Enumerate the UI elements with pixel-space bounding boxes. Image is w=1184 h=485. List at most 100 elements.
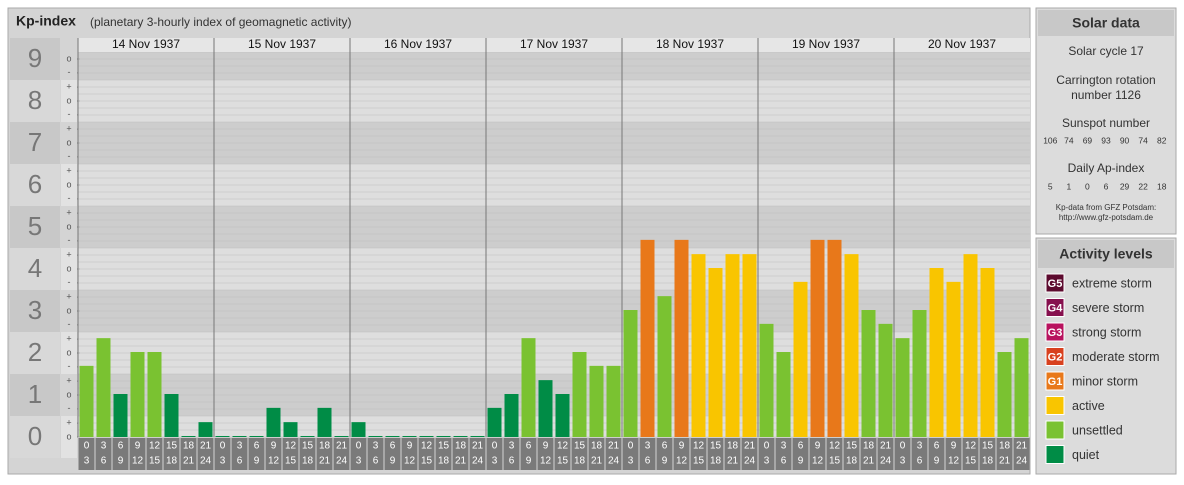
legend-name: quiet	[1072, 448, 1100, 462]
interval-cell	[605, 438, 622, 470]
interval-start: 6	[798, 441, 804, 452]
carrington: Carrington rotation	[1056, 73, 1155, 87]
bar	[470, 436, 485, 437]
bar	[776, 352, 791, 437]
legend-name: strong storm	[1072, 325, 1141, 339]
interval-end: 3	[84, 456, 90, 467]
minor-band	[61, 332, 77, 374]
bar	[504, 394, 519, 437]
interval-cell	[622, 438, 639, 470]
interval-start: 12	[285, 441, 297, 452]
label-band	[10, 38, 60, 80]
interval-end: 6	[645, 456, 651, 467]
interval-cell	[367, 438, 384, 470]
interval-cell	[843, 438, 860, 470]
interval-start: 18	[863, 441, 875, 452]
interval-cell	[690, 438, 707, 470]
bar	[946, 281, 961, 437]
interval-cell	[758, 438, 775, 470]
label-band	[10, 80, 60, 122]
interval-start: 3	[645, 441, 651, 452]
interval-cell	[401, 438, 418, 470]
bar	[521, 338, 536, 437]
interval-cell	[775, 438, 792, 470]
interval-start: 6	[254, 441, 260, 452]
interval-cell	[656, 438, 673, 470]
bar	[640, 239, 655, 437]
interval-cell	[962, 438, 979, 470]
bar	[861, 310, 876, 437]
interval-cell	[503, 438, 520, 470]
interval-cell	[333, 438, 350, 470]
bar	[368, 436, 383, 437]
source: http://www.gfz-potsdam.de	[1059, 213, 1154, 222]
ap-value: 5	[1048, 181, 1053, 191]
interval-start: 3	[237, 441, 243, 452]
interval-start: 0	[628, 441, 634, 452]
label-band	[10, 416, 60, 458]
interval-start: 9	[135, 441, 141, 452]
y-minor-label: -	[68, 151, 71, 161]
interval-start: 12	[965, 441, 977, 452]
interval-start: 18	[455, 441, 467, 452]
bar	[266, 407, 281, 437]
interval-start: 21	[200, 441, 212, 452]
bar	[419, 436, 434, 437]
label-band	[10, 374, 60, 416]
chart-title: Kp-index	[16, 13, 76, 29]
interval-cell	[316, 438, 333, 470]
interval-start: 15	[846, 441, 858, 452]
interval-start: 9	[271, 441, 277, 452]
y-minor-label: o	[66, 179, 71, 189]
label-band	[10, 122, 60, 164]
interval-cell	[945, 438, 962, 470]
interval-end: 12	[268, 456, 280, 467]
y-minor-label: +	[66, 334, 71, 344]
legend-name: active	[1072, 399, 1105, 413]
minor-band	[61, 248, 77, 290]
legend-name: severe storm	[1072, 301, 1144, 315]
y-tick-label: 7	[28, 127, 42, 157]
sunspots-value: 74	[1064, 135, 1074, 145]
minor-band	[61, 80, 77, 122]
y-tick-label: 6	[28, 169, 42, 199]
interval-start: 0	[764, 441, 770, 452]
interval-end: 6	[237, 456, 243, 467]
interval-end: 24	[472, 456, 484, 467]
carrington: number 1126	[1071, 88, 1141, 102]
bar	[232, 436, 247, 437]
y-tick-label: 2	[28, 337, 42, 367]
interval-end: 24	[200, 456, 212, 467]
bar	[487, 407, 502, 437]
day-label: 14 Nov 1937	[112, 37, 180, 51]
interval-start: 0	[84, 441, 90, 452]
sunspots-value: 74	[1138, 135, 1148, 145]
y-minor-label: o	[66, 263, 71, 273]
interval-cell	[809, 438, 826, 470]
interval-start: 21	[1016, 441, 1028, 452]
interval-start: 9	[543, 441, 549, 452]
interval-cell	[588, 438, 605, 470]
interval-end: 3	[900, 456, 906, 467]
day-label: 16 Nov 1937	[384, 37, 452, 51]
interval-cell	[384, 438, 401, 470]
y-tick-label: 4	[28, 253, 42, 283]
bar	[623, 310, 638, 437]
interval-end: 15	[693, 456, 705, 467]
interval-end: 21	[727, 456, 739, 467]
solar-panel	[1035, 7, 1177, 235]
interval-cell	[146, 438, 163, 470]
interval-start: 21	[336, 441, 348, 452]
interval-cell	[78, 438, 95, 470]
bar	[810, 239, 825, 437]
bar	[334, 436, 349, 437]
bar	[997, 352, 1012, 437]
interval-cell	[741, 438, 758, 470]
bar	[963, 254, 978, 437]
legend-name: minor storm	[1072, 374, 1138, 388]
label-band	[10, 332, 60, 374]
bar	[691, 254, 706, 437]
minor-band	[61, 122, 77, 164]
interval-start: 15	[574, 441, 586, 452]
legend-name: unsettled	[1072, 423, 1123, 437]
